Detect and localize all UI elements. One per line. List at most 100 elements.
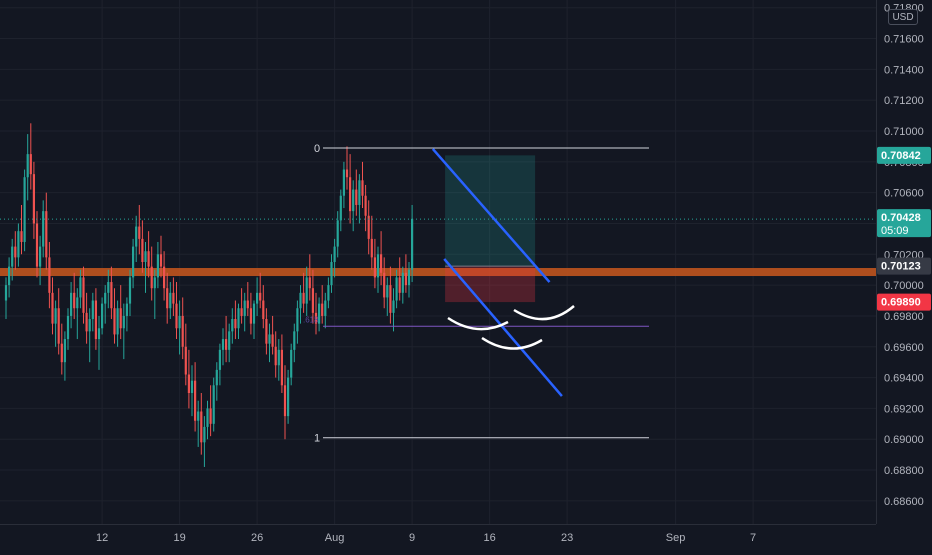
candle-body [20,231,23,242]
candle-body [293,331,296,350]
candle-body [324,300,327,316]
y-tick-label: 0.71000 [884,126,924,138]
candle-body [302,292,305,304]
candle-body [259,292,262,301]
candle-body [26,154,29,178]
candle-body [218,349,221,370]
candle-body [4,285,8,301]
channel-lower-line [443,258,563,397]
candle-body [85,312,88,332]
candle-body [283,385,287,417]
candle-body [163,266,166,289]
candle-body [330,262,333,286]
candle-body [116,308,119,335]
candle-body [82,277,85,313]
x-tick-label: Sep [666,532,686,544]
candle-body [135,226,138,247]
candle-body [342,169,345,196]
candle-body [401,272,404,293]
candle-body [209,408,212,424]
candle-body [268,334,271,344]
candle-body [147,251,150,267]
candle-body [237,308,240,329]
candle-body [358,180,361,205]
candle-body [39,246,42,267]
y-tick-label: 0.69800 [884,311,924,323]
candle-body [8,266,11,286]
y-tick-label: 0.69400 [884,373,924,385]
candle-body [305,277,308,304]
candle-body [249,308,252,324]
candle-body [370,238,373,258]
price-tag-label: 0.70428 [881,212,921,224]
candle-body [14,246,17,258]
price-tag-label: 0.70842 [881,150,921,162]
candle-body [212,385,215,424]
fib-level-0-label: 0 [314,143,320,155]
candle-body [101,303,104,329]
y-tick-label: 0.69600 [884,342,924,354]
candle-body [17,231,20,258]
candle-body [395,277,398,301]
y-axis-bg [876,0,932,550]
candle-body [125,303,128,316]
candle-body [79,277,82,298]
candle-body [271,334,274,347]
candle-body [349,177,352,212]
candle-body [228,331,231,350]
support-zone [0,268,876,277]
candle-body [159,254,163,267]
candle-body [345,169,349,178]
candle-body [132,246,135,278]
candle-body [42,211,45,247]
x-tick-label: 26 [251,532,263,544]
candle-body [265,319,268,344]
candle-body [51,292,54,324]
price-tag [877,257,931,275]
candle-body [308,277,311,289]
x-tick-label: 9 [409,532,415,544]
candle-body [138,226,141,239]
y-tick-label: 0.68600 [884,496,924,508]
x-tick-label: 19 [173,532,185,544]
y-tick-label: 0.69200 [884,403,924,415]
candle-body [178,315,181,329]
candle-body [144,251,147,262]
candle-body [314,312,318,324]
candle-body [231,319,234,332]
currency-label[interactable]: USD [888,9,918,25]
candle-body [128,277,132,304]
y-tick-label: 0.71400 [884,64,924,76]
candle-body [327,285,330,301]
candle-body [200,411,203,443]
candle-body [411,218,414,270]
candle-body [70,292,73,316]
candle-body [392,300,395,313]
candle-body [45,211,48,258]
candle-body [110,282,113,309]
candle-body [35,223,39,267]
x-tick-label: 23 [561,532,573,544]
candle-body [383,272,386,298]
candle-body [318,303,321,324]
candle-body [280,349,283,386]
arc-right [513,305,575,321]
fib-level-1-label: 1 [314,433,320,445]
candle-body [373,257,376,278]
candle-body [91,300,94,320]
candle-body [380,254,383,273]
candle-body [156,254,159,278]
candle-body [153,277,156,289]
arc-left [447,316,509,331]
candle-body [256,292,259,304]
candle-body [376,254,380,278]
candle-body [215,369,218,386]
candle-body [181,315,184,347]
candle-body [169,292,172,309]
candle-body [60,343,63,363]
candle-body [88,319,91,332]
candle-body [277,349,280,366]
x-tick-label: 12 [96,532,108,544]
